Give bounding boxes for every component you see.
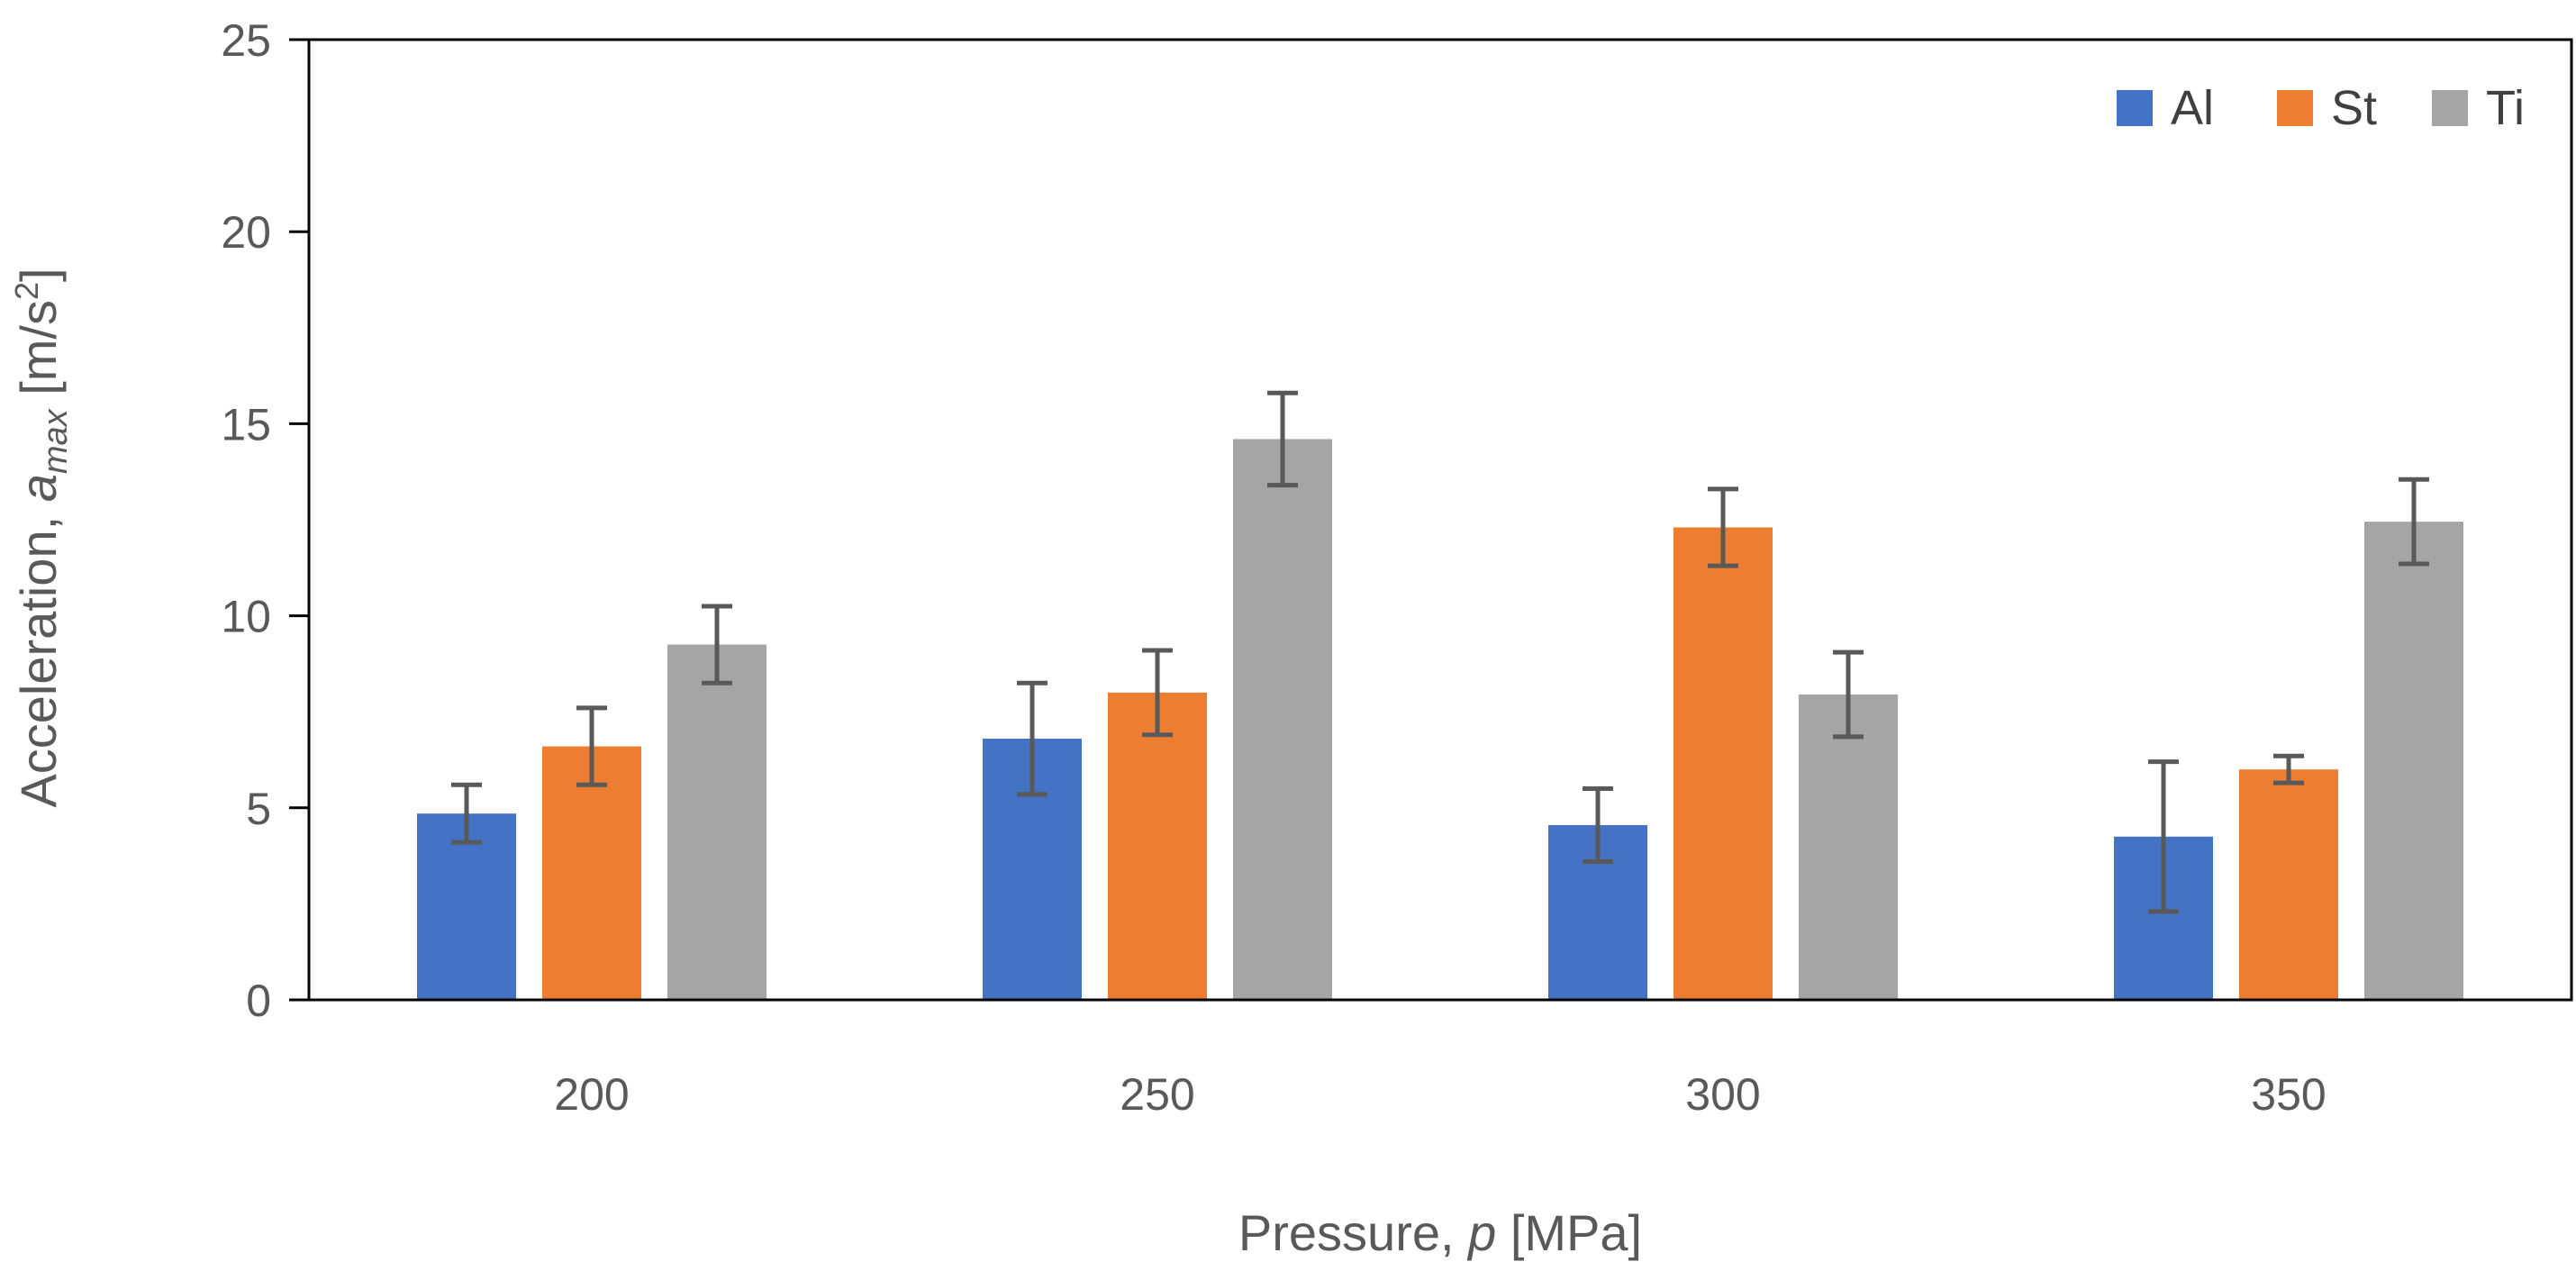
bar-st-350 xyxy=(2239,769,2338,1000)
y-tick-label: 25 xyxy=(221,15,271,66)
bar-ti-350 xyxy=(2364,522,2463,1000)
y-tick-label: 10 xyxy=(221,592,271,642)
y-axis-ticks: 0 5 10 15 20 25 xyxy=(221,15,309,1026)
bar-ti-300 xyxy=(1799,695,1898,1000)
y-tick-label: 5 xyxy=(246,784,271,834)
legend-swatch-st xyxy=(2277,90,2313,126)
bar-st-250 xyxy=(1108,692,1207,1000)
y-tick-label: 20 xyxy=(221,207,271,258)
legend-label-ti: Ti xyxy=(2486,81,2525,135)
bars xyxy=(417,439,2463,1000)
bar-ti-250 xyxy=(1233,439,1332,1000)
bar-st-200 xyxy=(542,746,641,1000)
x-tick-label: 200 xyxy=(554,1069,629,1120)
legend-label-al: Al xyxy=(2171,81,2214,135)
y-tick-label: 15 xyxy=(221,399,271,449)
x-axis-tick-labels: 200 250 300 350 xyxy=(554,1069,2326,1120)
bar-ti-200 xyxy=(667,644,766,1000)
error-bars xyxy=(451,390,2429,914)
legend-label-st: St xyxy=(2331,81,2377,135)
x-tick-label: 350 xyxy=(2251,1069,2326,1120)
y-axis-title: Acceleration, amax [m/s2] xyxy=(8,268,75,807)
legend-swatch-al xyxy=(2117,90,2153,126)
legend-swatch-ti xyxy=(2432,90,2468,126)
legend: Al St Ti xyxy=(2117,81,2525,135)
y-tick-label: 0 xyxy=(246,976,271,1026)
x-tick-label: 300 xyxy=(1685,1069,1760,1120)
bar-st-300 xyxy=(1673,527,1773,1000)
x-tick-label: 250 xyxy=(1120,1069,1194,1120)
plot-area-frame xyxy=(307,38,2573,1002)
x-axis-title: Pressure, p [MPa] xyxy=(1238,1204,1642,1261)
